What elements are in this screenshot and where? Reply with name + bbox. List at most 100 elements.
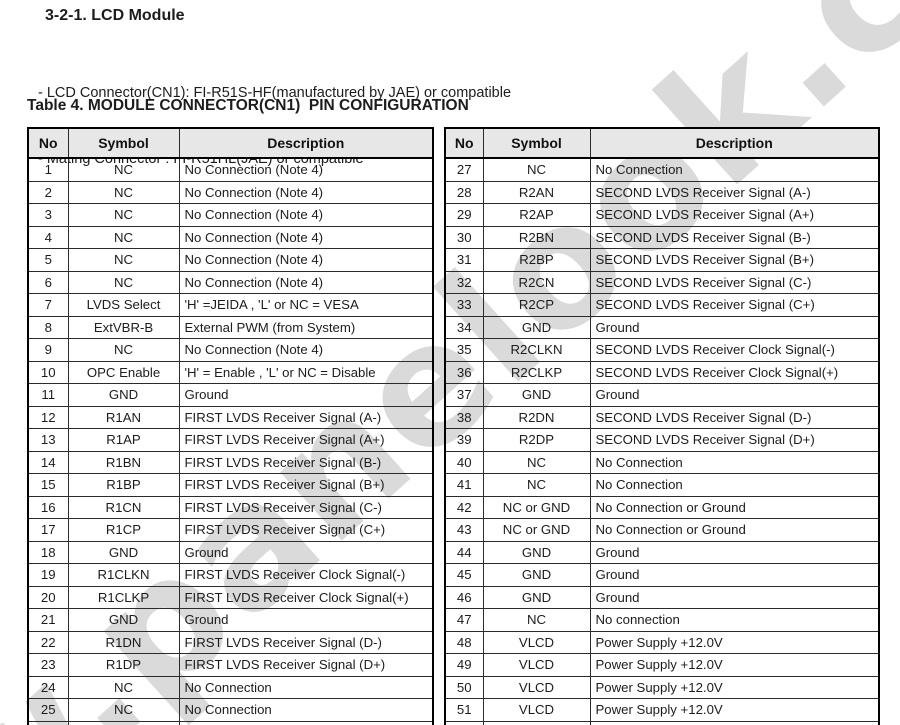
pin-number-cell: 11 — [27, 383, 69, 407]
table-row: 32 R2CN SECOND LVDS Receiver Signal (C-) — [444, 270, 880, 294]
table-row: 33 R2CP SECOND LVDS Receiver Signal (C+) — [444, 293, 880, 317]
table-title: Table 4. MODULE CONNECTOR(CN1) PIN CONFI… — [27, 97, 469, 114]
pin-description-cell: No Connection or Ground — [178, 720, 434, 725]
table-row: 9 NC No Connection (Note 4) — [27, 338, 434, 362]
pin-symbol-cell: R1BP — [67, 473, 180, 497]
column-header-symbol: Symbol — [67, 127, 180, 159]
column-header-symbol: Symbol — [482, 127, 591, 159]
pin-description-cell: Ground — [589, 563, 880, 587]
pin-symbol-cell: R1AN — [67, 405, 180, 429]
pin-description-cell: SECOND LVDS Receiver Clock Signal(-) — [589, 338, 880, 362]
pin-symbol-cell: NC — [67, 675, 180, 699]
table-row: 40 NC No Connection — [444, 450, 880, 474]
table-row: 50 VLCD Power Supply +12.0V — [444, 675, 880, 699]
table-row: 11 GND Ground — [27, 383, 434, 407]
pin-description-cell: No Connection — [178, 675, 434, 699]
pin-description-cell: Ground — [589, 383, 880, 407]
table-row: 31 R2BP SECOND LVDS Receiver Signal (B+) — [444, 248, 880, 272]
pin-symbol-cell: GND — [67, 540, 180, 564]
pin-description-cell: Ground — [589, 540, 880, 564]
pin-number-cell: 29 — [444, 203, 484, 227]
table-row: 17 R1CP FIRST LVDS Receiver Signal (C+) — [27, 518, 434, 542]
table-row: 19 R1CLKN FIRST LVDS Receiver Clock Signal… — [27, 563, 434, 587]
pin-description-cell: External PWM (from System) — [178, 315, 434, 339]
table-row: 2 NC No Connection (Note 4) — [27, 180, 434, 204]
pin-description-cell: No Connection (Note 4) — [178, 225, 434, 249]
table-row: 51 VLCD Power Supply +12.0V — [444, 698, 880, 722]
table-row: 47 NC No connection — [444, 608, 880, 632]
table-row: 42 NC or GND No Connection or Ground — [444, 495, 880, 519]
pin-symbol-cell: NC — [67, 203, 180, 227]
pin-number-cell: 41 — [444, 473, 484, 497]
pin-description-cell: FIRST LVDS Receiver Signal (D+) — [178, 653, 434, 677]
table-row: 4 NC No Connection (Note 4) — [27, 225, 434, 249]
pin-number-cell: 43 — [444, 518, 484, 542]
column-header-description: Description — [178, 127, 434, 159]
table-row: 30 R2BN SECOND LVDS Receiver Signal (B-) — [444, 225, 880, 249]
table-row: 14 R1BN FIRST LVDS Receiver Signal (B-) — [27, 450, 434, 474]
pin-number-cell: 27 — [444, 157, 484, 182]
pin-symbol-cell: NC — [67, 225, 180, 249]
pin-number-cell: 30 — [444, 225, 484, 249]
pin-symbol-cell: GND — [482, 563, 591, 587]
pin-description-cell: No Connection (Note 4) — [178, 180, 434, 204]
pin-symbol-cell: GND — [482, 540, 591, 564]
pin-symbol-cell: NC — [67, 157, 180, 182]
table-row: 1 NC No Connection (Note 4) — [27, 157, 434, 182]
table-row: 41 NC No Connection — [444, 473, 880, 497]
pin-symbol-cell: NC — [67, 338, 180, 362]
pin-description-cell: FIRST LVDS Receiver Signal (B+) — [178, 473, 434, 497]
pin-number-cell: 14 — [27, 450, 69, 474]
pin-number-cell: 15 — [27, 473, 69, 497]
pin-number-cell: - — [444, 720, 484, 725]
table-row: 23 R1DP FIRST LVDS Receiver Signal (D+) — [27, 653, 434, 677]
pin-number-cell: 7 — [27, 293, 69, 317]
pin-symbol-cell: NC — [482, 157, 591, 182]
pin-symbol-cell: R2AP — [482, 203, 591, 227]
column-header-description: Description — [589, 127, 880, 159]
pin-description-cell: FIRST LVDS Receiver Signal (B-) — [178, 450, 434, 474]
pin-description-cell: Ground — [589, 315, 880, 339]
pin-description-cell: SECOND LVDS Receiver Signal (C+) — [589, 293, 880, 317]
table-row: 3 NC No Connection (Note 4) — [27, 203, 434, 227]
table-row: 35 R2CLKN SECOND LVDS Receiver Clock Signa… — [444, 338, 880, 362]
pin-description-cell: FIRST LVDS Receiver Clock Signal(+) — [178, 585, 434, 609]
column-header-no: No — [444, 127, 484, 159]
pin-number-cell: 17 — [27, 518, 69, 542]
table-row: 28 R2AN SECOND LVDS Receiver Signal (A-) — [444, 180, 880, 204]
pin-number-cell: 5 — [27, 248, 69, 272]
pin-description-cell: No Connection — [589, 157, 880, 182]
pin-number-cell: 28 — [444, 180, 484, 204]
table-row: 34 GND Ground — [444, 315, 880, 339]
pin-number-cell: 39 — [444, 428, 484, 452]
pin-symbol-cell: VLCD — [482, 653, 591, 677]
pin-number-cell: 19 — [27, 563, 69, 587]
table-row: 21 GND Ground — [27, 608, 434, 632]
table-header-row: No Symbol Description — [444, 127, 880, 159]
table-row: 15 R1BP FIRST LVDS Receiver Signal (B+) — [27, 473, 434, 497]
pin-symbol-cell: VLCD — [482, 698, 591, 722]
pin-symbol-cell: R2AN — [482, 180, 591, 204]
pin-symbol-cell: R2CLKP — [482, 360, 591, 384]
pin-description-cell: No Connection (Note 4) — [178, 270, 434, 294]
table-row: 49 VLCD Power Supply +12.0V — [444, 653, 880, 677]
pin-description-cell: No Connection — [589, 473, 880, 497]
pin-symbol-cell: R1CLKN — [67, 563, 180, 587]
table-row: 13 R1AP FIRST LVDS Receiver Signal (A+) — [27, 428, 434, 452]
table-row: 7 LVDS Select 'H' =JEIDA , 'L' or NC = VES… — [27, 293, 434, 317]
pin-number-cell: 24 — [27, 675, 69, 699]
table-row: 48 VLCD Power Supply +12.0V — [444, 630, 880, 654]
pin-symbol-cell: NC or GND — [67, 720, 180, 725]
table-header-row: No Symbol Description — [27, 127, 434, 159]
table-row: 43 NC or GND No Connection or Ground — [444, 518, 880, 542]
pin-number-cell: 25 — [27, 698, 69, 722]
pin-description-cell: Ground — [178, 608, 434, 632]
pin-symbol-cell: NC or GND — [482, 518, 591, 542]
pin-symbol-cell: R2DN — [482, 405, 591, 429]
pin-symbol-cell: R2CP — [482, 293, 591, 317]
pin-description-cell: SECOND LVDS Receiver Clock Signal(+) — [589, 360, 880, 384]
table-row: 8 ExtVBR-B External PWM (from System) — [27, 315, 434, 339]
table-row: 25 NC No Connection — [27, 698, 434, 722]
